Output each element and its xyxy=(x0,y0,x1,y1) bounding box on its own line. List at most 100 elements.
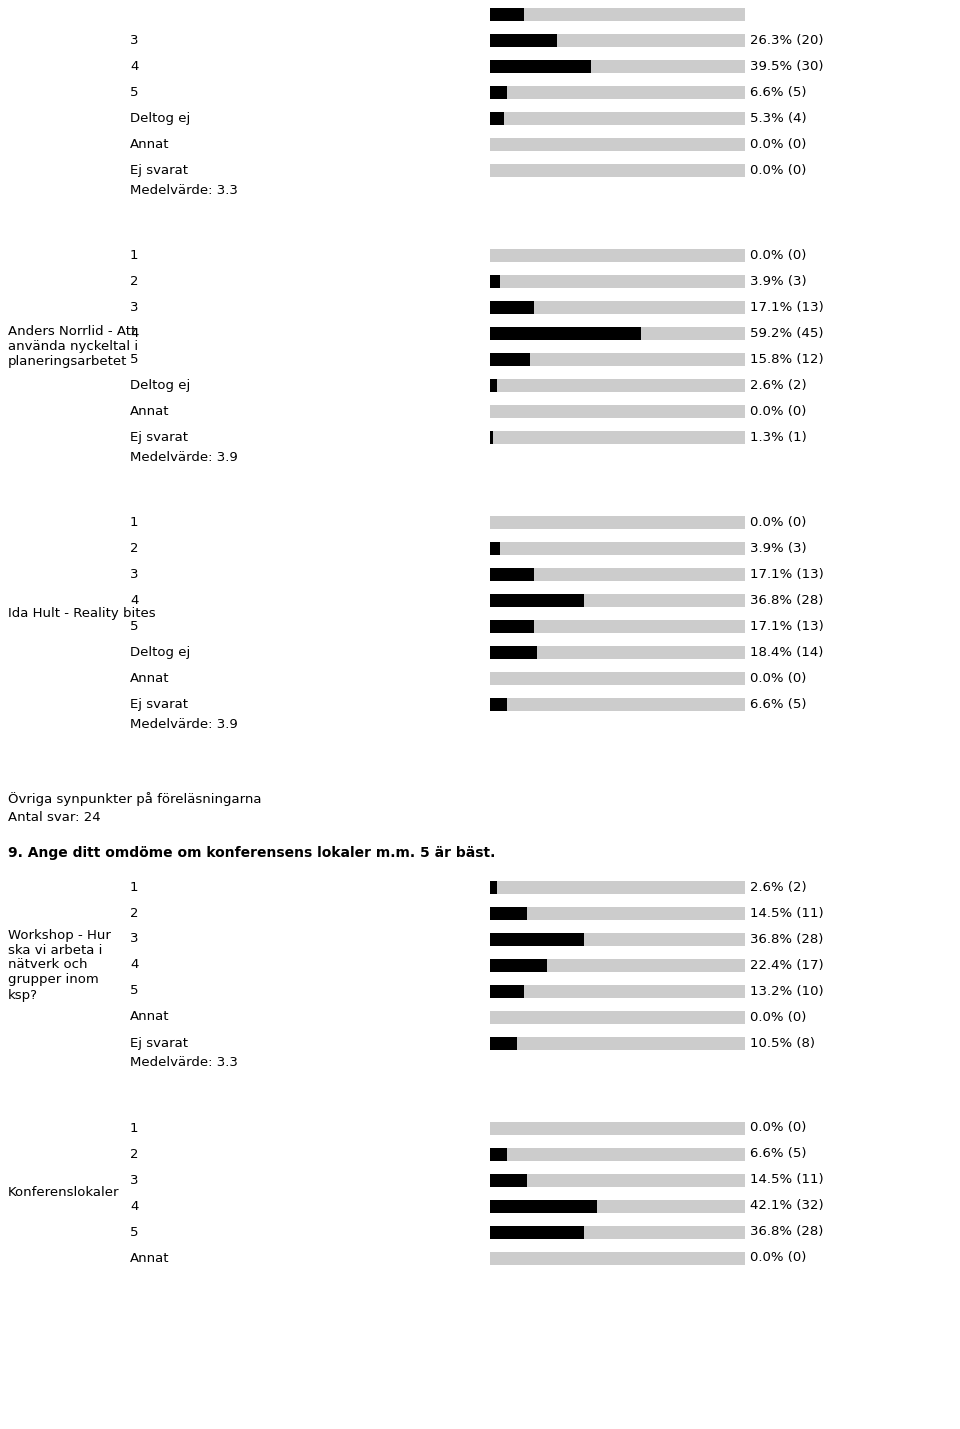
Bar xyxy=(490,1173,527,1186)
Text: 1: 1 xyxy=(130,249,138,262)
Text: Annat: Annat xyxy=(130,1010,170,1023)
Text: 4: 4 xyxy=(130,60,138,73)
Text: Deltog ej: Deltog ej xyxy=(130,646,190,659)
Bar xyxy=(490,933,745,946)
Text: Annat: Annat xyxy=(130,672,170,684)
Text: Ida Hult - Reality bites: Ida Hult - Reality bites xyxy=(8,606,156,620)
Text: Konferenslokaler: Konferenslokaler xyxy=(8,1186,119,1199)
Bar xyxy=(490,379,496,392)
Bar xyxy=(490,542,745,554)
Bar xyxy=(490,697,507,710)
Bar xyxy=(490,1226,584,1239)
Text: 9. Ange ditt omdöme om konferensens lokaler m.m. 5 är bäst.: 9. Ange ditt omdöme om konferensens loka… xyxy=(8,846,495,860)
Text: 17.1% (13): 17.1% (13) xyxy=(750,300,824,313)
Text: 3.9% (3): 3.9% (3) xyxy=(750,274,806,287)
Bar xyxy=(490,593,745,606)
Bar xyxy=(490,1010,745,1023)
Text: 4: 4 xyxy=(130,593,138,606)
Text: Workshop - Hur
ska vi arbeta i
nätverk och
grupper inom
ksp?: Workshop - Hur ska vi arbeta i nätverk o… xyxy=(8,929,110,1002)
Text: 4: 4 xyxy=(130,326,138,340)
Bar xyxy=(490,353,745,366)
Text: 3.9% (3): 3.9% (3) xyxy=(750,542,806,554)
Text: 0.0% (0): 0.0% (0) xyxy=(750,404,806,417)
Text: 5: 5 xyxy=(130,620,138,633)
Text: 0.0% (0): 0.0% (0) xyxy=(750,137,806,150)
Bar xyxy=(490,880,496,893)
Text: 59.2% (45): 59.2% (45) xyxy=(750,326,824,340)
Text: Medelvärde: 3.9: Medelvärde: 3.9 xyxy=(130,450,238,463)
Text: 5: 5 xyxy=(130,1226,138,1239)
Text: 0.0% (0): 0.0% (0) xyxy=(750,672,806,684)
Bar xyxy=(490,880,745,893)
Text: 6.6% (5): 6.6% (5) xyxy=(750,697,806,710)
Text: 5: 5 xyxy=(130,353,138,366)
Text: Annat: Annat xyxy=(130,404,170,417)
Bar xyxy=(490,1036,516,1049)
Bar xyxy=(490,86,745,99)
Text: 2.6% (2): 2.6% (2) xyxy=(750,379,806,392)
Bar xyxy=(490,697,745,710)
Text: Ej svarat: Ej svarat xyxy=(130,1036,188,1049)
Text: 18.4% (14): 18.4% (14) xyxy=(750,646,824,659)
Text: Medelvärde: 3.3: Medelvärde: 3.3 xyxy=(130,1056,238,1069)
Text: 36.8% (28): 36.8% (28) xyxy=(750,933,824,946)
Text: 3: 3 xyxy=(130,300,138,313)
Text: 42.1% (32): 42.1% (32) xyxy=(750,1199,824,1212)
Bar xyxy=(490,906,527,919)
Bar xyxy=(490,379,745,392)
Bar xyxy=(490,326,641,340)
Text: 0.0% (0): 0.0% (0) xyxy=(750,163,806,177)
Text: Deltog ej: Deltog ej xyxy=(130,379,190,392)
Bar xyxy=(490,959,547,972)
Text: 6.6% (5): 6.6% (5) xyxy=(750,1147,806,1160)
Bar xyxy=(490,1199,745,1212)
Text: Ej svarat: Ej svarat xyxy=(130,430,188,443)
Bar xyxy=(490,430,745,443)
Text: Annat: Annat xyxy=(130,137,170,150)
Bar xyxy=(490,249,745,262)
Text: 5.3% (4): 5.3% (4) xyxy=(750,111,806,124)
Bar xyxy=(490,620,745,633)
Text: Annat: Annat xyxy=(130,1252,170,1265)
Bar xyxy=(490,274,500,287)
Bar xyxy=(490,60,745,73)
Bar xyxy=(490,567,534,580)
Text: 26.3% (20): 26.3% (20) xyxy=(750,33,824,47)
Bar xyxy=(490,516,745,529)
Bar xyxy=(490,646,537,659)
Bar xyxy=(490,672,745,684)
Bar xyxy=(490,353,530,366)
Bar xyxy=(490,1226,745,1239)
Bar xyxy=(490,33,557,47)
Text: 1: 1 xyxy=(130,1122,138,1135)
Bar xyxy=(490,326,745,340)
Text: 22.4% (17): 22.4% (17) xyxy=(750,959,824,972)
Bar xyxy=(490,933,584,946)
Text: 3: 3 xyxy=(130,33,138,47)
Bar xyxy=(490,430,493,443)
Text: 5: 5 xyxy=(130,86,138,99)
Text: 0.0% (0): 0.0% (0) xyxy=(750,1010,806,1023)
Text: 0.0% (0): 0.0% (0) xyxy=(750,516,806,529)
Bar xyxy=(490,300,534,313)
Text: 15.8% (12): 15.8% (12) xyxy=(750,353,824,366)
Text: 2: 2 xyxy=(130,906,138,919)
Text: 0.0% (0): 0.0% (0) xyxy=(750,1252,806,1265)
Bar xyxy=(490,1199,597,1212)
Text: 5: 5 xyxy=(130,985,138,997)
Text: 0.0% (0): 0.0% (0) xyxy=(750,249,806,262)
Text: 2: 2 xyxy=(130,1147,138,1160)
Bar xyxy=(490,646,745,659)
Text: 0.0% (0): 0.0% (0) xyxy=(750,1122,806,1135)
Bar xyxy=(490,593,584,606)
Bar xyxy=(490,620,534,633)
Text: Medelvärde: 3.9: Medelvärde: 3.9 xyxy=(130,717,238,730)
Bar xyxy=(490,959,745,972)
Text: Medelvärde: 3.3: Medelvärde: 3.3 xyxy=(130,183,238,197)
Bar xyxy=(490,137,745,150)
Text: Anders Norrlid - Att
använda nyckeltal i
planeringsarbetet: Anders Norrlid - Att använda nyckeltal i… xyxy=(8,324,138,367)
Bar xyxy=(490,300,745,313)
Text: 13.2% (10): 13.2% (10) xyxy=(750,985,824,997)
Text: Övriga synpunkter på föreläsningarna: Övriga synpunkter på föreläsningarna xyxy=(8,792,261,806)
Bar xyxy=(490,985,745,997)
